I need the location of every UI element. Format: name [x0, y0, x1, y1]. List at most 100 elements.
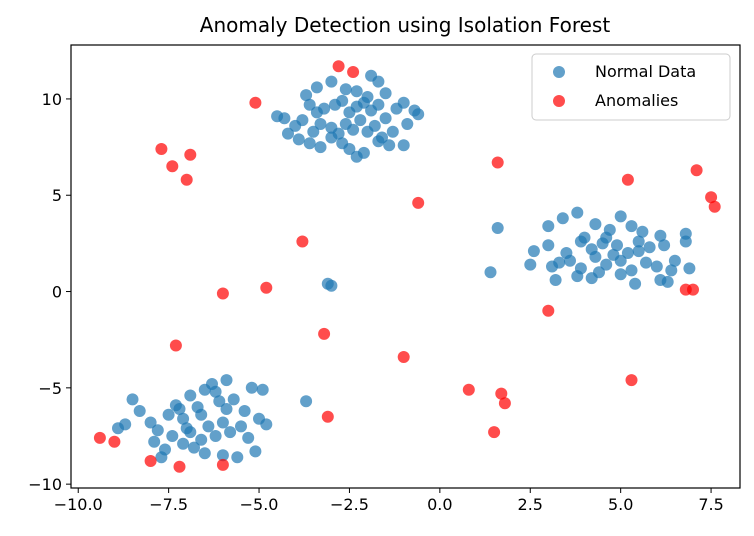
normal-point-94 — [220, 374, 233, 387]
normal-point-79 — [224, 426, 237, 439]
normal-point-101 — [614, 210, 627, 223]
anomaly-point-17 — [687, 283, 699, 296]
normal-point-128 — [665, 264, 678, 277]
normal-point-97 — [556, 212, 569, 225]
normal-point-46 — [397, 139, 410, 152]
normal-point-125 — [625, 264, 638, 277]
normal-point-28 — [347, 123, 360, 136]
normal-point-3 — [350, 85, 363, 98]
anomaly-point-26 — [321, 410, 334, 423]
normal-point-44 — [372, 135, 385, 148]
legend: Normal Data Anomalies — [531, 53, 731, 121]
normal-point-10 — [336, 94, 349, 107]
normal-point-133 — [614, 268, 627, 281]
anomaly-point-29 — [108, 435, 121, 448]
y-tick-label: −10 — [28, 475, 62, 494]
normal-point-102 — [625, 220, 638, 233]
anomaly-point-10 — [690, 164, 703, 177]
normal-point-91 — [173, 403, 186, 415]
anomaly-point-19 — [318, 327, 331, 340]
normal-point-31 — [368, 119, 381, 132]
anomaly-point-12 — [708, 200, 721, 213]
anomaly-point-5 — [184, 148, 197, 161]
normal-point-85 — [188, 441, 200, 454]
normal-point-130 — [549, 274, 562, 286]
normal-point-137 — [578, 231, 591, 244]
normal-point-75 — [195, 433, 208, 446]
normal-point-87 — [216, 449, 229, 462]
x-tick-label: 2.5 — [518, 495, 543, 514]
anomaly-point-24 — [495, 387, 508, 400]
normal-point-24 — [314, 118, 327, 130]
normal-point-16 — [379, 112, 392, 125]
anomaly-point-2 — [249, 96, 262, 109]
anomaly-point-13 — [296, 235, 309, 248]
normal-point-66 — [238, 405, 251, 417]
normal-point-123 — [600, 258, 613, 271]
normal-point-98 — [571, 206, 584, 219]
normal-point-6 — [303, 98, 316, 111]
anomaly-point-7 — [491, 156, 504, 169]
normal-point-131 — [571, 270, 584, 283]
normal-point-23 — [307, 125, 320, 138]
normal-point-54 — [144, 416, 157, 429]
normal-point-1 — [325, 75, 338, 88]
normal-point-112 — [611, 239, 623, 252]
normal-point-43 — [357, 146, 370, 159]
normal-point-33 — [386, 125, 399, 138]
plot-frame — [70, 44, 741, 489]
anomaly-point-18 — [542, 304, 555, 317]
normal-point-103 — [636, 225, 649, 238]
normal-point-81 — [242, 431, 255, 444]
normal-point-2 — [339, 83, 352, 96]
anomaly-point-28 — [93, 431, 106, 444]
anomaly-point-3 — [155, 143, 168, 155]
normal-point-80 — [235, 420, 247, 433]
normal-point-82 — [253, 412, 265, 425]
points-layer — [93, 60, 721, 473]
normal-point-84 — [112, 422, 124, 435]
normal-point-113 — [621, 247, 634, 259]
anomaly-point-32 — [216, 458, 229, 471]
chart-title: Anomaly Detection using Isolation Forest — [200, 13, 611, 37]
normal-point-48 — [361, 91, 374, 103]
normal-point-144 — [491, 222, 504, 234]
normal-point-141 — [553, 256, 566, 269]
normal-point-88 — [231, 451, 244, 464]
normal-point-68 — [256, 383, 269, 396]
anomaly-point-31 — [173, 460, 186, 473]
normal-point-56 — [162, 408, 175, 421]
normal-point-70 — [148, 435, 161, 448]
normal-point-51 — [408, 104, 421, 117]
normal-point-107 — [542, 239, 555, 252]
normal-point-95 — [180, 422, 193, 435]
legend-marker-normal — [553, 66, 565, 78]
normal-point-145 — [484, 266, 497, 279]
anomaly-point-1 — [347, 66, 360, 78]
x-tick-label: −2.5 — [330, 495, 369, 514]
normal-point-140 — [632, 245, 645, 258]
normal-point-122 — [589, 250, 602, 263]
x-tick-label: −5.0 — [240, 495, 279, 514]
y-tick-label: 0 — [52, 283, 62, 302]
normal-point-117 — [679, 235, 692, 248]
x-tick-label: 7.5 — [698, 495, 723, 514]
normal-point-86 — [198, 447, 211, 460]
anomaly-point-8 — [412, 196, 425, 209]
y-tick-label: 5 — [52, 186, 62, 205]
normal-point-55 — [151, 424, 164, 437]
normal-point-38 — [314, 141, 327, 154]
normal-point-89 — [249, 445, 262, 458]
normal-point-67 — [245, 381, 258, 394]
normal-point-47 — [300, 89, 313, 102]
normal-point-116 — [658, 239, 671, 252]
anomaly-point-21 — [397, 351, 410, 363]
normal-point-104 — [654, 229, 667, 242]
anomaly-point-22 — [625, 374, 638, 387]
anomaly-point-23 — [462, 383, 475, 396]
anomaly-point-15 — [216, 287, 229, 300]
x-tick-label: 0.0 — [427, 495, 452, 514]
normal-point-138 — [596, 237, 609, 250]
normal-point-96 — [542, 220, 555, 233]
